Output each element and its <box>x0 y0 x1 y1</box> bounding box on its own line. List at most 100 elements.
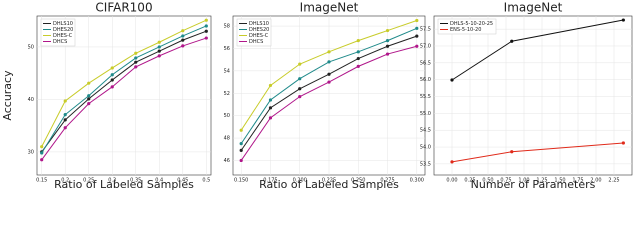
marker <box>181 38 185 42</box>
x-tick-label: 1.00 <box>518 178 529 184</box>
x-tick-label: 0.2 <box>61 178 69 184</box>
y-tick-label: 50 <box>224 113 230 119</box>
y-tick-label: 55.5 <box>420 94 431 100</box>
marker <box>110 78 114 82</box>
marker <box>239 158 243 163</box>
legend-label: DHES20 <box>249 27 269 33</box>
marker <box>87 81 91 85</box>
y-tick-label: 50 <box>28 44 34 50</box>
legend-label: DHES-C <box>53 33 73 39</box>
legend-label: ENS-5-10-20 <box>450 27 481 33</box>
marker <box>415 26 419 30</box>
x-tick-label: 0.00 <box>446 178 457 184</box>
marker <box>204 18 208 22</box>
y-tick-label: 54.0 <box>420 145 431 151</box>
marker <box>134 65 138 69</box>
plot-area <box>433 15 633 176</box>
line <box>41 37 207 161</box>
marker <box>63 99 67 103</box>
marker <box>87 97 91 101</box>
marker <box>181 34 185 38</box>
marker <box>157 49 161 53</box>
marker <box>110 85 114 89</box>
x-tick-label: 0.75 <box>500 178 511 184</box>
marker <box>510 39 514 43</box>
x-tick-label: 0.175 <box>263 178 277 184</box>
marker <box>268 116 273 120</box>
marker <box>157 54 161 58</box>
marker <box>239 142 243 146</box>
marker <box>157 45 161 49</box>
x-tick-label: 0.250 <box>351 178 365 184</box>
marker <box>450 160 454 164</box>
y-tick-label: 56 <box>224 46 230 52</box>
legend-label: DHLS10 <box>249 21 269 27</box>
marker <box>239 148 243 152</box>
y-tick-label: 57.0 <box>420 43 431 49</box>
y-tick-label: 54 <box>224 68 230 74</box>
marker <box>204 29 208 33</box>
marker <box>63 113 67 117</box>
marker <box>40 158 44 162</box>
legend-box <box>437 18 497 35</box>
y-tick-label: 58 <box>224 24 230 30</box>
x-axis-label: Ratio of Labeled Samples <box>54 178 194 191</box>
chart-title: ImageNet <box>300 1 359 15</box>
y-tick-label: 30 <box>28 149 34 155</box>
line <box>41 30 207 153</box>
marker <box>385 28 390 33</box>
x-tick-label: 0.35 <box>130 178 141 184</box>
x-tick-label: 2.25 <box>608 178 619 184</box>
y-tick-label: 52 <box>224 91 230 97</box>
line <box>41 25 207 154</box>
marker <box>327 50 331 54</box>
marker <box>327 72 331 76</box>
marker <box>134 56 138 60</box>
x-tick-label: 0.25 <box>83 178 94 184</box>
marker <box>298 77 302 81</box>
marker <box>356 50 360 54</box>
y-tick-label: 53.5 <box>420 161 431 167</box>
marker <box>450 78 454 82</box>
legend-label: DHES20 <box>53 27 73 33</box>
x-tick-label: 0.50 <box>482 178 493 184</box>
marker <box>415 34 419 38</box>
figure: 30 40 50 0.15 0.2 0.25 0.3 0.35 0.4 0.45 0.5 CIFAR1… <box>1 1 633 191</box>
marker <box>157 40 161 44</box>
x-axis-label: Ratio of Labeled Samples <box>259 178 399 191</box>
marker <box>239 128 243 132</box>
marker <box>385 44 390 48</box>
x-tick-label: 1.50 <box>554 178 565 184</box>
x-tick-label: 0.15 <box>36 178 47 184</box>
marker <box>356 39 360 43</box>
marker <box>298 62 302 66</box>
y-tick-label: 54.5 <box>420 128 431 134</box>
marker <box>356 56 360 61</box>
x-tick-label: 0.5 <box>202 178 210 184</box>
chart-title: CIFAR100 <box>95 1 152 15</box>
x-tick-label: 0.300 <box>410 178 424 184</box>
marker <box>621 141 625 145</box>
x-tick-label: 0.25 <box>464 178 475 184</box>
marker <box>268 83 273 88</box>
line <box>41 19 207 147</box>
x-tick-label: 0.3 <box>108 178 116 184</box>
y-tick-label: 56.0 <box>420 77 431 83</box>
y-tick-label: 56.5 <box>420 60 431 66</box>
x-tick-label: 1.75 <box>572 178 583 184</box>
marker <box>621 18 625 22</box>
y-tick-label: 40 <box>28 97 34 103</box>
marker <box>415 44 419 48</box>
legend-label: DHES-C <box>249 33 269 39</box>
marker <box>87 94 91 98</box>
x-tick-label: 0.150 <box>234 178 248 184</box>
marker <box>110 66 114 70</box>
marker <box>134 51 138 55</box>
x-tick-label: 0.225 <box>322 178 336 184</box>
x-tick-label: 0.200 <box>293 178 307 184</box>
marker <box>268 106 273 110</box>
marker <box>110 73 114 77</box>
marker <box>298 95 302 99</box>
legend-label: DHLS10 <box>53 21 73 27</box>
marker <box>385 39 390 43</box>
